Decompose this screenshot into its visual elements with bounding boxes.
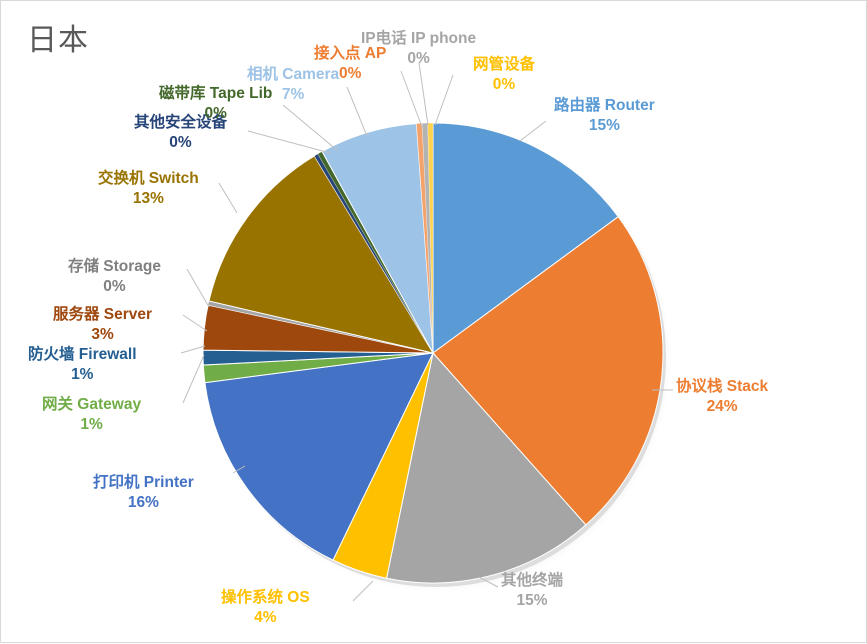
data-label[interactable]: 交换机 Switch 13% bbox=[98, 169, 199, 209]
leader-line bbox=[186, 268, 210, 308]
leader-line bbox=[400, 70, 423, 128]
data-label-category: 服务器 Server bbox=[53, 306, 153, 323]
data-label-category: 网关 Gateway bbox=[42, 396, 142, 413]
data-label-category: 网管设备 bbox=[473, 56, 536, 73]
leader-line bbox=[519, 120, 547, 142]
pie-slice[interactable] bbox=[317, 151, 434, 354]
leader-line bbox=[218, 182, 238, 214]
data-label[interactable]: 接入点 AP 0% bbox=[314, 44, 386, 84]
data-label-percent: 13% bbox=[132, 189, 164, 207]
pie-slice[interactable] bbox=[432, 122, 619, 354]
data-label-percent: 24% bbox=[706, 397, 738, 415]
pie-slice[interactable] bbox=[207, 300, 434, 354]
data-label[interactable]: 相机 Camera 7% bbox=[247, 65, 339, 105]
leader-line bbox=[352, 580, 374, 602]
data-label-category: 打印机 Printer bbox=[93, 474, 194, 491]
data-label-percent: 0% bbox=[204, 104, 227, 122]
data-label[interactable]: 存储 Storage 0% bbox=[68, 257, 161, 297]
pie-slice[interactable] bbox=[208, 155, 435, 354]
leader-line bbox=[232, 465, 246, 474]
data-label-category: 路由器 Router bbox=[554, 97, 655, 114]
data-label[interactable]: 其他终端 15% bbox=[501, 571, 563, 611]
data-label-category: 接入点 AP bbox=[314, 45, 387, 62]
leader-line bbox=[182, 314, 208, 332]
leader-line bbox=[346, 86, 368, 137]
data-label-category: 其他终端 bbox=[501, 572, 564, 589]
data-label-category: 操作系统 OS bbox=[221, 589, 310, 606]
leader-line bbox=[434, 74, 454, 126]
pie-slice[interactable] bbox=[427, 122, 434, 354]
pie-slice[interactable] bbox=[202, 349, 434, 366]
data-label[interactable]: 磁带库 Tape Lib 0% bbox=[159, 84, 272, 124]
data-label-category: 相机 Camera bbox=[247, 66, 340, 83]
data-label-percent: 1% bbox=[71, 365, 94, 383]
pie-slice[interactable] bbox=[385, 351, 587, 584]
data-label-category: IP电话 IP phone bbox=[361, 30, 477, 47]
pie-slice[interactable] bbox=[202, 304, 434, 354]
leader-line bbox=[418, 62, 429, 126]
data-label-category: 其他安全设备 bbox=[134, 114, 228, 131]
data-label-percent: 0% bbox=[169, 133, 192, 151]
data-label[interactable]: 其他安全设备 0% bbox=[134, 113, 227, 153]
data-label-percent: 0% bbox=[103, 277, 126, 295]
data-label-percent: 3% bbox=[91, 325, 114, 343]
data-label-percent: 4% bbox=[254, 608, 277, 626]
data-label-percent: 0% bbox=[407, 49, 430, 67]
data-label-percent: 1% bbox=[80, 415, 103, 433]
data-label[interactable]: IP电话 IP phone 0% bbox=[361, 29, 476, 69]
pie-slice[interactable] bbox=[314, 153, 434, 354]
data-label[interactable]: 打印机 Printer 16% bbox=[93, 473, 194, 513]
data-label-category: 协议栈 Stack bbox=[676, 378, 769, 395]
data-label[interactable]: 路由器 Router 15% bbox=[554, 96, 655, 136]
data-label-percent: 0% bbox=[338, 64, 362, 82]
data-label-percent: 15% bbox=[516, 591, 548, 609]
data-label-category: 存储 Storage bbox=[68, 258, 162, 275]
data-label-percent: 15% bbox=[588, 116, 620, 134]
pie-slice[interactable] bbox=[432, 215, 664, 526]
leader-line bbox=[478, 576, 499, 588]
data-label-percent: 16% bbox=[127, 493, 159, 511]
pie-slice[interactable] bbox=[202, 352, 434, 384]
leader-lines bbox=[180, 62, 673, 602]
pie-shadow bbox=[206, 127, 666, 587]
pie-slice[interactable] bbox=[321, 123, 434, 354]
data-label[interactable]: 防火墙 Firewall 1% bbox=[28, 345, 137, 385]
pie-slice[interactable] bbox=[416, 123, 434, 354]
data-label-category: 磁带库 Tape Lib bbox=[159, 85, 273, 102]
data-label-category: 防火墙 Firewall bbox=[28, 346, 137, 363]
pie-slice[interactable] bbox=[421, 122, 434, 354]
data-label-category: 交换机 Switch bbox=[98, 170, 199, 187]
leader-line bbox=[247, 130, 331, 154]
data-label-percent: 7% bbox=[281, 85, 305, 103]
leader-line bbox=[282, 104, 339, 152]
pie-slice[interactable] bbox=[204, 352, 434, 561]
data-label[interactable]: 网管设备 0% bbox=[473, 55, 535, 95]
data-label[interactable]: 网关 Gateway 1% bbox=[42, 395, 141, 435]
leader-line bbox=[180, 345, 206, 354]
data-label-percent: 0% bbox=[492, 75, 516, 93]
leader-line bbox=[182, 354, 205, 404]
chart-title: 日本 bbox=[27, 24, 89, 57]
data-label[interactable]: 操作系统 OS 4% bbox=[221, 588, 310, 628]
data-label[interactable]: 协议栈 Stack 24% bbox=[676, 377, 768, 417]
data-label[interactable]: 服务器 Server 3% bbox=[53, 305, 152, 345]
pie-slices bbox=[202, 122, 664, 584]
pie-slice[interactable] bbox=[332, 352, 434, 579]
